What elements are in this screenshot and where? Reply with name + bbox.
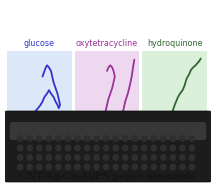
Circle shape <box>189 145 195 151</box>
Circle shape <box>189 155 195 160</box>
Circle shape <box>132 145 137 151</box>
Text: hydroquinone: hydroquinone <box>147 39 203 48</box>
Circle shape <box>122 164 128 170</box>
Circle shape <box>142 145 147 151</box>
Circle shape <box>17 155 23 160</box>
Circle shape <box>84 164 90 170</box>
Circle shape <box>37 164 42 170</box>
Circle shape <box>122 155 128 160</box>
Circle shape <box>142 155 147 160</box>
Circle shape <box>65 136 71 141</box>
Circle shape <box>103 136 109 141</box>
Circle shape <box>56 155 61 160</box>
Circle shape <box>75 136 80 141</box>
Circle shape <box>180 164 185 170</box>
Circle shape <box>94 155 99 160</box>
Circle shape <box>65 155 71 160</box>
Circle shape <box>113 164 118 170</box>
Circle shape <box>75 145 80 151</box>
Circle shape <box>170 136 176 141</box>
Circle shape <box>65 164 71 170</box>
Circle shape <box>56 145 61 151</box>
Circle shape <box>151 164 156 170</box>
Text: glucose: glucose <box>24 39 55 48</box>
Circle shape <box>161 136 166 141</box>
FancyBboxPatch shape <box>10 122 206 140</box>
Circle shape <box>103 155 109 160</box>
Circle shape <box>161 164 166 170</box>
Circle shape <box>37 136 42 141</box>
Circle shape <box>46 155 51 160</box>
Circle shape <box>122 136 128 141</box>
Circle shape <box>170 145 176 151</box>
Circle shape <box>84 145 90 151</box>
Bar <box>7 51 72 169</box>
Circle shape <box>151 136 156 141</box>
Text: oxytetracycline: oxytetracycline <box>76 39 138 48</box>
Circle shape <box>56 164 61 170</box>
Circle shape <box>103 164 109 170</box>
Circle shape <box>113 155 118 160</box>
Text: CNT-Ag-Cu-Al/PS paper electrode: CNT-Ag-Cu-Al/PS paper electrode <box>19 172 197 181</box>
Circle shape <box>46 145 51 151</box>
Circle shape <box>103 145 109 151</box>
Circle shape <box>27 145 32 151</box>
Circle shape <box>84 136 90 141</box>
Circle shape <box>132 155 137 160</box>
Circle shape <box>94 145 99 151</box>
Circle shape <box>17 136 23 141</box>
Circle shape <box>113 136 118 141</box>
Circle shape <box>94 136 99 141</box>
Circle shape <box>161 155 166 160</box>
FancyBboxPatch shape <box>0 111 216 182</box>
Bar <box>142 51 207 169</box>
Circle shape <box>180 136 185 141</box>
Circle shape <box>75 164 80 170</box>
Circle shape <box>170 164 176 170</box>
Circle shape <box>75 155 80 160</box>
Circle shape <box>132 136 137 141</box>
Circle shape <box>151 155 156 160</box>
Circle shape <box>113 145 118 151</box>
Circle shape <box>142 164 147 170</box>
Circle shape <box>161 145 166 151</box>
Circle shape <box>27 155 32 160</box>
Circle shape <box>37 145 42 151</box>
Circle shape <box>132 164 137 170</box>
Circle shape <box>170 155 176 160</box>
Circle shape <box>46 136 51 141</box>
Circle shape <box>65 145 71 151</box>
Circle shape <box>151 145 156 151</box>
Circle shape <box>17 145 23 151</box>
Circle shape <box>46 164 51 170</box>
Circle shape <box>17 164 23 170</box>
Circle shape <box>142 136 147 141</box>
Circle shape <box>84 155 90 160</box>
Circle shape <box>180 155 185 160</box>
Circle shape <box>37 155 42 160</box>
Circle shape <box>94 164 99 170</box>
Circle shape <box>56 136 61 141</box>
Bar <box>75 51 140 169</box>
Circle shape <box>27 164 32 170</box>
Circle shape <box>122 145 128 151</box>
Circle shape <box>27 136 32 141</box>
Circle shape <box>189 136 195 141</box>
Circle shape <box>180 145 185 151</box>
Circle shape <box>189 164 195 170</box>
